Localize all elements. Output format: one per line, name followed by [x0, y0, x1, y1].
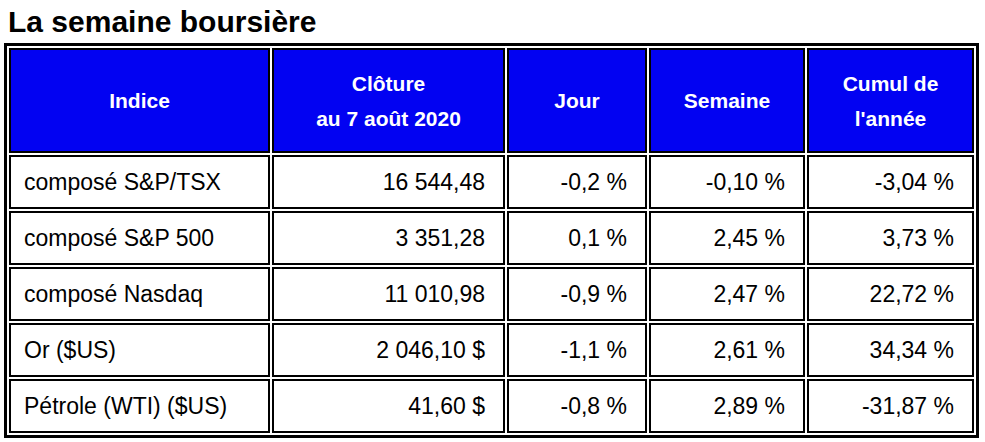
- cell-cumul: -31,87 %: [807, 379, 974, 433]
- cell-cloture: 3 351,28: [272, 211, 505, 265]
- cell-jour: 0,1 %: [507, 211, 647, 265]
- cell-semaine: -0,10 %: [649, 155, 805, 209]
- col-header-semaine: Semaine: [649, 48, 805, 153]
- table-row: composé S&P/TSX 16 544,48 -0,2 % -0,10 %…: [9, 155, 974, 209]
- col-header-cumul: Cumul de l'année: [807, 48, 974, 153]
- cell-semaine: 2,89 %: [649, 379, 805, 433]
- cell-indice: Pétrole (WTI) ($US): [9, 379, 270, 433]
- cell-indice: composé Nasdaq: [9, 267, 270, 321]
- col-header-indice: Indice: [9, 48, 270, 153]
- cell-cloture: 11 010,98: [272, 267, 505, 321]
- table-row: Or ($US) 2 046,10 $ -1,1 % 2,61 % 34,34 …: [9, 323, 974, 377]
- cell-cloture: 16 544,48: [272, 155, 505, 209]
- col-header-cloture: Clôture au 7 août 2020: [272, 48, 505, 153]
- cell-jour: -0,2 %: [507, 155, 647, 209]
- cell-cloture: 41,60 $: [272, 379, 505, 433]
- cell-jour: -0,9 %: [507, 267, 647, 321]
- col-header-jour: Jour: [507, 48, 647, 153]
- cell-semaine: 2,47 %: [649, 267, 805, 321]
- cell-jour: -0,8 %: [507, 379, 647, 433]
- cell-cumul: 3,73 %: [807, 211, 974, 265]
- table-row: composé S&P 500 3 351,28 0,1 % 2,45 % 3,…: [9, 211, 974, 265]
- cell-semaine: 2,45 %: [649, 211, 805, 265]
- cell-cumul: 22,72 %: [807, 267, 974, 321]
- table-row: composé Nasdaq 11 010,98 -0,9 % 2,47 % 2…: [9, 267, 974, 321]
- cell-cumul: -3,04 %: [807, 155, 974, 209]
- page-title: La semaine boursière: [8, 5, 985, 39]
- table-row: Pétrole (WTI) ($US) 41,60 $ -0,8 % 2,89 …: [9, 379, 974, 433]
- cell-indice: composé S&P 500: [9, 211, 270, 265]
- cell-indice: Or ($US): [9, 323, 270, 377]
- cell-indice: composé S&P/TSX: [9, 155, 270, 209]
- cell-cumul: 34,34 %: [807, 323, 974, 377]
- cell-cloture: 2 046,10 $: [272, 323, 505, 377]
- cell-jour: -1,1 %: [507, 323, 647, 377]
- market-week-table: Indice Clôture au 7 août 2020 Jour Semai…: [4, 43, 979, 438]
- header-row: Indice Clôture au 7 août 2020 Jour Semai…: [9, 48, 974, 153]
- cell-semaine: 2,61 %: [649, 323, 805, 377]
